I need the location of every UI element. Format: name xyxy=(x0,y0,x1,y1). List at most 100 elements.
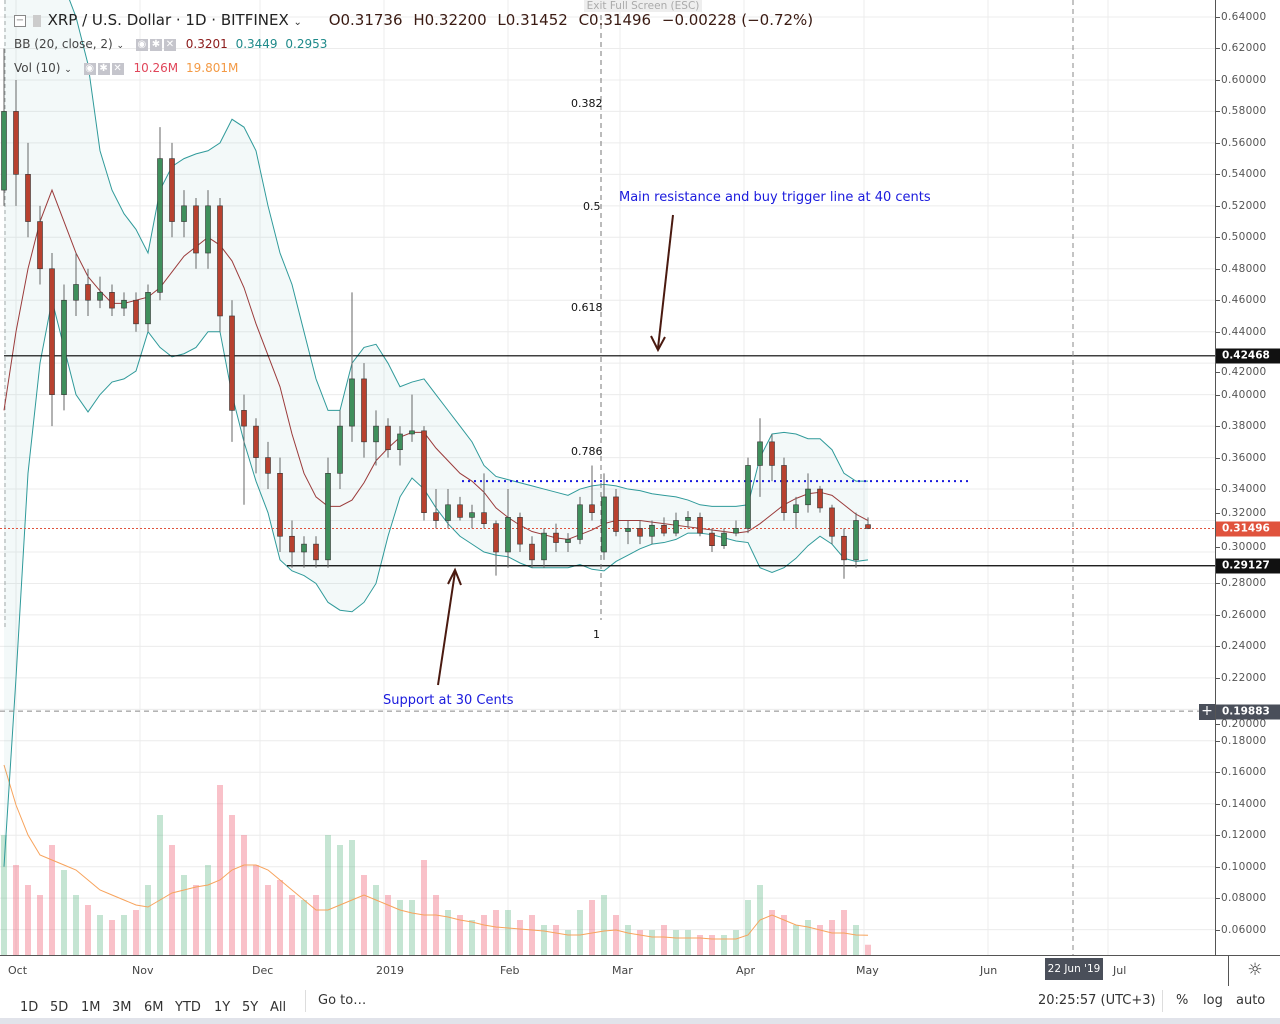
time-tick: May xyxy=(856,964,879,977)
volume-bar xyxy=(865,944,871,955)
bb-basis-value: 0.3201 xyxy=(185,37,228,51)
candle-body xyxy=(505,517,511,553)
candle-body xyxy=(265,457,271,474)
candle-body xyxy=(817,488,823,509)
candles xyxy=(1,48,871,579)
resistance-arrow-head xyxy=(650,335,666,353)
volume-bar xyxy=(745,900,751,955)
candle-body xyxy=(745,465,751,529)
price-tick: 0.32000 xyxy=(1216,506,1267,519)
volume-bar xyxy=(661,925,667,955)
volume-bar xyxy=(373,885,379,955)
eye-icon[interactable]: ◉ xyxy=(135,38,148,51)
support-note[interactable]: Support at 30 Cents xyxy=(383,693,514,708)
candle-body xyxy=(385,425,391,451)
bb-dropdown-icon[interactable]: ⌄ xyxy=(116,41,125,51)
range-button-3m[interactable]: 3M xyxy=(112,1000,132,1015)
candle-body xyxy=(613,496,619,532)
volume-bar xyxy=(37,895,43,955)
percent-toggle[interactable]: % xyxy=(1176,993,1189,1008)
range-button-ytd[interactable]: YTD xyxy=(175,1000,201,1015)
price-tick: 0.24000 xyxy=(1216,640,1267,653)
symbol-title[interactable]: XRP / U.S. Dollar · 1D · BITFINEX xyxy=(47,11,289,29)
price-axis[interactable]: 0.64000 0.62000 0.60000 0.58000 0.56000 0.540… xyxy=(1215,0,1280,955)
volume-bar xyxy=(721,935,727,955)
vol-dropdown-icon[interactable]: ⌄ xyxy=(64,65,72,75)
price-tick: 0.54000 xyxy=(1216,168,1267,181)
vol-value: 10.26M xyxy=(133,61,179,75)
eye-icon[interactable]: ◉ xyxy=(83,62,96,75)
volume-bar xyxy=(445,910,451,955)
volume-bar xyxy=(169,845,175,955)
range-button-5y[interactable]: 5Y xyxy=(242,1000,259,1015)
price-tick: 0.38000 xyxy=(1216,420,1267,433)
time-tick: Apr xyxy=(736,964,756,977)
candle-body xyxy=(49,268,55,395)
collapse-icon[interactable]: − xyxy=(14,14,26,27)
candle-body xyxy=(253,425,259,458)
fib-level-0382: 0.382 xyxy=(571,97,603,110)
candle-body xyxy=(25,174,31,222)
candle-body xyxy=(361,378,367,443)
candle-body xyxy=(37,221,43,270)
log-toggle[interactable]: log xyxy=(1203,993,1223,1008)
close-icon[interactable]: ✕ xyxy=(163,38,176,51)
bollinger-bands xyxy=(3,0,869,867)
volume-bar xyxy=(73,895,79,955)
drawn-lines[interactable] xyxy=(0,0,1215,955)
volume-bar xyxy=(13,865,19,955)
gear-icon[interactable]: ✱ xyxy=(97,62,110,75)
price-tick: 0.42000 xyxy=(1216,366,1267,379)
volume-bar xyxy=(697,935,703,955)
exit-fullscreen-tooltip: Exit Full Screen (ESC) xyxy=(584,0,702,12)
price-tick: 0.50000 xyxy=(1216,231,1267,244)
add-alert-plus-icon[interactable]: + xyxy=(1199,704,1215,720)
candle-body xyxy=(529,543,535,561)
candle-body xyxy=(793,504,799,513)
resistance-note[interactable]: Main resistance and buy trigger line at … xyxy=(619,190,931,205)
resistance-price-label: 0.42468 xyxy=(1216,348,1280,364)
bb-label[interactable]: BB (20, close, 2) xyxy=(14,37,113,51)
settings-gear-icon[interactable]: ☼ xyxy=(1228,956,1280,986)
volume-bar xyxy=(25,885,31,955)
volume-bar xyxy=(301,900,307,955)
candle-body xyxy=(97,292,103,301)
goto-button[interactable]: Go to… xyxy=(318,993,367,1008)
candle-body xyxy=(493,523,499,553)
range-button-1y[interactable]: 1Y xyxy=(214,1000,231,1015)
range-button-5d[interactable]: 5D xyxy=(50,1000,69,1015)
candle-body xyxy=(685,517,691,521)
clock[interactable]: 20:25:57 (UTC+3) xyxy=(1038,993,1156,1008)
range-button-6m[interactable]: 6M xyxy=(144,1000,164,1015)
candle-body xyxy=(661,524,667,534)
time-axis[interactable]: Oct Nov Dec 2019 Feb Mar Apr May Jun Jul 22 Jun '… xyxy=(0,955,1280,987)
range-button-1m[interactable]: 1M xyxy=(81,1000,101,1015)
volume-bar xyxy=(337,845,343,955)
price-tick: 0.60000 xyxy=(1216,73,1267,86)
price-tick: 0.22000 xyxy=(1216,671,1267,684)
candle-body xyxy=(373,425,379,443)
volume-bar xyxy=(685,930,691,955)
candle-body xyxy=(325,473,331,561)
volume-bar xyxy=(133,910,139,955)
range-button-1d[interactable]: 1D xyxy=(20,1000,39,1015)
price-tick: 0.44000 xyxy=(1216,325,1267,338)
ohlc-low: L0.31452 xyxy=(497,11,568,29)
candle-body xyxy=(457,504,463,518)
volume-bar xyxy=(733,930,739,955)
close-icon[interactable]: ✕ xyxy=(111,62,124,75)
bb-upper-line xyxy=(68,0,868,507)
volume-bar xyxy=(457,915,463,955)
candle-body xyxy=(769,441,775,466)
volume-bar xyxy=(637,930,643,955)
auto-toggle[interactable]: auto xyxy=(1236,993,1266,1008)
symbol-dropdown-icon[interactable]: ⌄ xyxy=(293,17,302,28)
vol-label[interactable]: Vol (10) xyxy=(14,61,61,75)
candle-body xyxy=(637,528,643,537)
gear-icon[interactable]: ✱ xyxy=(149,38,162,51)
candle-body xyxy=(841,535,847,561)
ohlc-open: O0.31736 xyxy=(328,11,403,29)
range-button-all[interactable]: All xyxy=(270,1000,287,1015)
price-chart[interactable] xyxy=(0,0,1215,955)
volume-bar xyxy=(805,920,811,955)
